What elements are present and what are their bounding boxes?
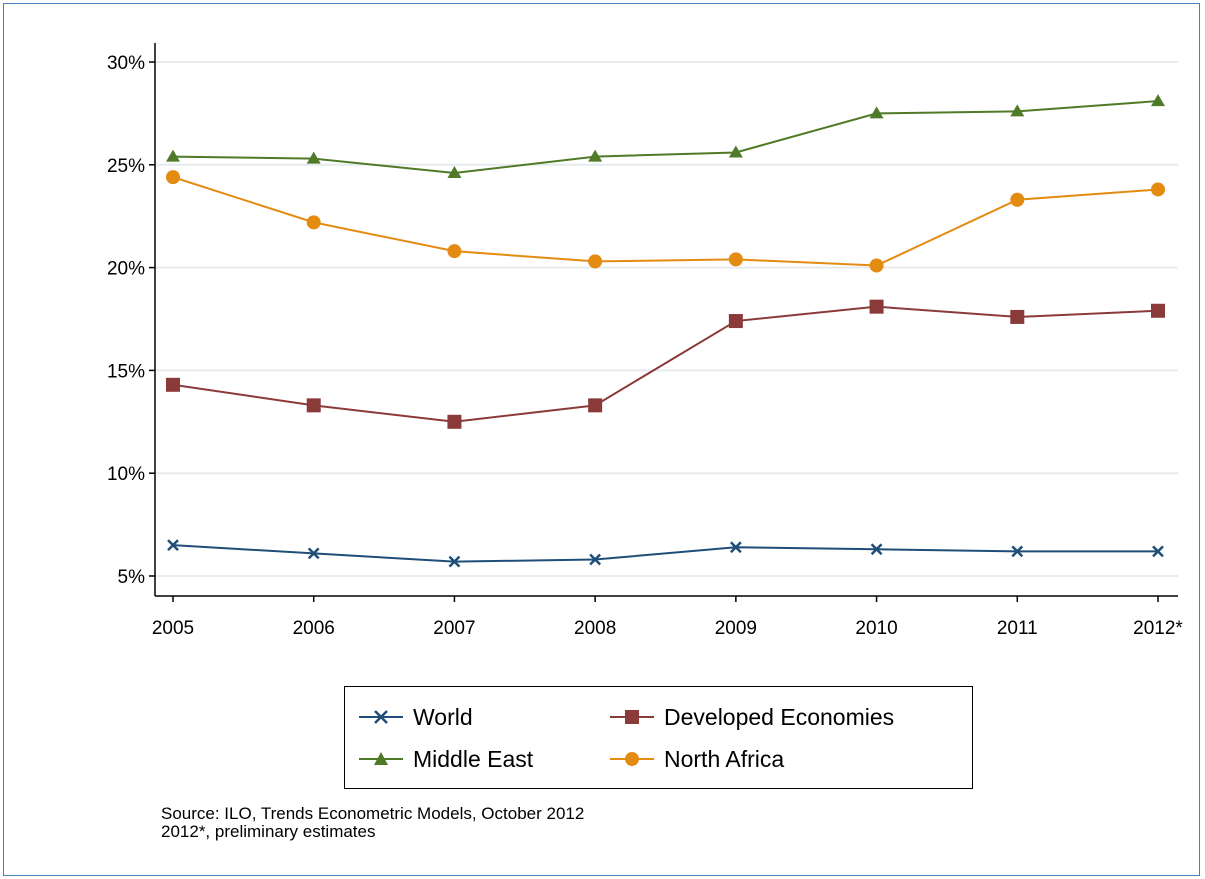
data-point-north-africa — [1010, 192, 1025, 207]
data-point-developed-economies — [869, 299, 884, 314]
y-tick-label: 20% — [107, 259, 145, 280]
data-point-world — [167, 539, 179, 552]
data-point-north-africa — [869, 258, 884, 273]
y-tick-label: 10% — [107, 464, 145, 485]
source-note: Source: ILO, Trends Econometric Models, … — [161, 805, 584, 841]
x-tick-label: 2012* — [1133, 618, 1183, 639]
y-tick-label: 25% — [107, 156, 145, 177]
data-point-middle-east — [1151, 94, 1165, 107]
legend-label-middle-east: Middle East — [413, 745, 534, 772]
legend-item-north-africa: North Africa — [610, 744, 784, 774]
data-point-middle-east — [447, 166, 462, 179]
data-point-developed-economies — [166, 377, 180, 392]
series-line-world — [172, 544, 1158, 563]
data-point-developed-economies — [588, 398, 603, 413]
data-point-north-africa — [447, 244, 462, 259]
x-tick-label: 2008 — [574, 618, 616, 639]
x-tick-label: 2011 — [997, 618, 1038, 639]
data-point-developed-economies — [447, 414, 462, 429]
x-tick-label: 2009 — [715, 618, 757, 639]
data-point-developed-economies — [1010, 309, 1025, 324]
x-tick-label: 2010 — [855, 618, 897, 639]
data-point-north-africa — [306, 215, 321, 230]
legend: World Developed Economies Middle East No… — [344, 686, 973, 789]
data-point-north-africa — [728, 252, 743, 267]
gridlines — [155, 61, 1178, 577]
legend-item-middle-east: Middle East — [359, 744, 533, 774]
x-tick-label: 2007 — [433, 618, 475, 639]
y-tick-label: 15% — [107, 361, 145, 382]
series-line-developed-economies — [172, 305, 1159, 423]
legend-item-developed-economies: Developed Economies — [610, 702, 894, 732]
data-point-middle-east — [306, 151, 321, 164]
data-point-developed-economies — [306, 398, 321, 413]
data-point-developed-economies — [728, 314, 743, 329]
data-point-world — [589, 553, 602, 566]
data-point-north-africa — [588, 254, 603, 269]
data-point-middle-east — [728, 145, 743, 158]
data-point-middle-east — [588, 149, 603, 162]
data-point-developed-economies — [1151, 303, 1165, 318]
data-point-world — [1152, 545, 1164, 558]
data-point-north-africa — [1151, 182, 1165, 197]
legend-label-north-africa: North Africa — [664, 745, 785, 772]
legend-label-developed-economies: Developed Economies — [664, 703, 895, 730]
series-line-middle-east — [172, 100, 1159, 175]
data-point-middle-east — [1010, 104, 1025, 117]
estimate-note: 2012*, preliminary estimates — [161, 822, 376, 841]
data-point-world — [729, 541, 742, 554]
source-line: Source: ILO, Trends Econometric Models, … — [161, 804, 585, 823]
legend-swatch-middle-east — [359, 752, 403, 765]
legend-label-world: World — [413, 703, 473, 730]
axes: 5% 10% 15% 20% 25% 30% 2005 2006 2007 2008 2009 201… — [107, 43, 1183, 639]
data-point-world — [307, 547, 320, 560]
data-point-world — [870, 543, 883, 556]
x-tick-label: 2006 — [293, 618, 335, 639]
data-point-middle-east — [166, 149, 180, 162]
y-tick-label: 5% — [118, 567, 146, 588]
series-line-north-africa — [172, 176, 1159, 267]
data-point-world — [1011, 545, 1024, 558]
legend-swatch-north-africa — [610, 752, 654, 766]
data-point-middle-east — [869, 106, 884, 119]
legend-swatch-developed-economies — [610, 710, 654, 724]
data-point-north-africa — [166, 170, 180, 185]
x-tick-label: 2005 — [152, 618, 194, 639]
legend-item-world: World — [359, 702, 473, 732]
legend-swatch-world — [359, 710, 403, 724]
series-lines — [166, 94, 1165, 568]
data-point-world — [448, 555, 461, 568]
y-tick-label: 30% — [107, 53, 145, 74]
